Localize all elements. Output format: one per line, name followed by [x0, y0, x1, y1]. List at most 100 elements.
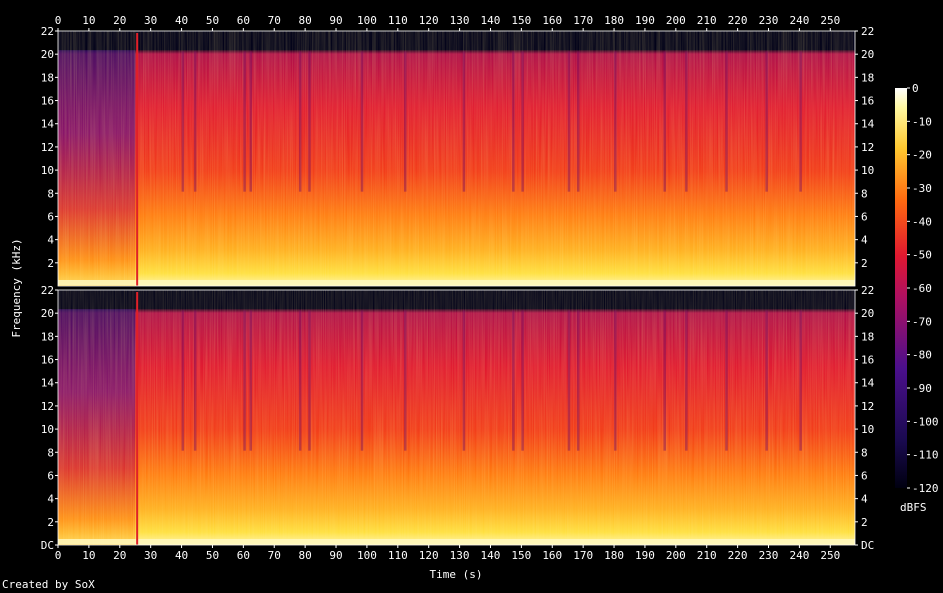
y-tick-label-left: 10 — [41, 423, 54, 436]
x-tick-label-bottom: 190 — [635, 549, 655, 562]
x-tick-label-top: 180 — [604, 14, 624, 27]
x-tick-label-bottom: 180 — [604, 549, 624, 562]
channel-1-spectrogram — [57, 30, 856, 287]
x-tick-label-top: 30 — [144, 14, 157, 27]
x-tick-label-bottom: 90 — [329, 549, 342, 562]
x-tick-label-top: 40 — [175, 14, 188, 27]
x-tick-label-top: 110 — [388, 14, 408, 27]
y-tick-label-right: 16 — [861, 354, 874, 367]
colorbar-tick-label: -120 — [912, 482, 939, 495]
x-tick-label-top: 240 — [789, 14, 809, 27]
y-tick-label-left: 20 — [41, 48, 54, 61]
x-tick-label-bottom: 160 — [542, 549, 562, 562]
x-tick-label-bottom: 150 — [511, 549, 531, 562]
x-tick-label-bottom: 110 — [388, 549, 408, 562]
y-tick-label-left: 4 — [47, 234, 54, 247]
y-tick-label-right: 14 — [861, 377, 875, 390]
x-tick-label-top: 60 — [237, 14, 250, 27]
y-tick-label-left: 14 — [41, 118, 55, 131]
colorbar-tick-label: -30 — [912, 182, 932, 195]
colorbar-tick-label: -90 — [912, 382, 932, 395]
y-tick-label-left: 14 — [41, 377, 55, 390]
y-tick-label-left: 10 — [41, 164, 54, 177]
y-tick-label-left: 6 — [47, 469, 54, 482]
colorbar-tick-label: -110 — [912, 449, 939, 462]
y-tick-label-right: 10 — [861, 423, 874, 436]
colorbar-tick-label: -70 — [912, 315, 932, 328]
y-tick-label-left: 8 — [47, 187, 54, 200]
x-tick-label-top: 80 — [299, 14, 312, 27]
colorbar-label: dBFS — [900, 501, 927, 514]
y-tick-label-right: 6 — [861, 469, 868, 482]
y-tick-label-left: 6 — [47, 210, 54, 223]
y-tick-label-right: 18 — [861, 330, 874, 343]
y-tick-label-right: 10 — [861, 164, 874, 177]
y-tick-label-right: 20 — [861, 307, 874, 320]
x-tick-label-bottom: 230 — [759, 549, 779, 562]
x-tick-label-top: 20 — [113, 14, 126, 27]
colorbar-tick-label: -20 — [912, 149, 932, 162]
x-tick-label-top: 90 — [329, 14, 342, 27]
colorbar-tick-label: 0 — [912, 82, 919, 95]
x-tick-label-bottom: 200 — [666, 549, 686, 562]
x-tick-label-top: 10 — [82, 14, 95, 27]
x-tick-label-bottom: 0 — [55, 549, 62, 562]
x-tick-label-top: 170 — [573, 14, 593, 27]
channel-2-spectrogram — [57, 289, 856, 546]
x-tick-label-bottom: 130 — [450, 549, 470, 562]
y-tick-label-left: 18 — [41, 330, 54, 343]
y-tick-label-right: DC — [861, 539, 874, 552]
x-tick-label-top: 120 — [419, 14, 439, 27]
y-tick-label-right: 18 — [861, 71, 874, 84]
x-tick-label-top: 200 — [666, 14, 686, 27]
x-tick-label-top: 190 — [635, 14, 655, 27]
y-tick-label-left: DC — [41, 539, 54, 552]
x-tick-label-bottom: 100 — [357, 549, 377, 562]
x-tick-label-bottom: 30 — [144, 549, 157, 562]
y-tick-label-right: 22 — [861, 284, 874, 297]
x-tick-label-bottom: 240 — [789, 549, 809, 562]
y-tick-label-left: 2 — [47, 257, 54, 270]
x-tick-label-top: 230 — [759, 14, 779, 27]
x-tick-label-top: 130 — [450, 14, 470, 27]
colorbar-tick-label: -80 — [912, 349, 932, 362]
y-tick-label-left: 16 — [41, 95, 54, 108]
x-tick-label-top: 220 — [728, 14, 748, 27]
y-tick-label-right: 8 — [861, 446, 868, 459]
x-tick-label-bottom: 40 — [175, 549, 188, 562]
y-tick-label-left: 4 — [47, 493, 54, 506]
x-tick-label-bottom: 80 — [299, 549, 312, 562]
x-tick-label-bottom: 70 — [268, 549, 281, 562]
colorbar-tick-label: -60 — [912, 282, 932, 295]
x-axis-label: Time (s) — [430, 568, 483, 581]
y-tick-label-right: 4 — [861, 493, 868, 506]
x-tick-label-top: 150 — [511, 14, 531, 27]
x-tick-label-top: 100 — [357, 14, 377, 27]
y-tick-label-left: 22 — [41, 25, 54, 38]
y-tick-label-right: 8 — [861, 187, 868, 200]
y-tick-label-left: 16 — [41, 354, 54, 367]
x-tick-label-bottom: 50 — [206, 549, 219, 562]
x-tick-label-bottom: 60 — [237, 549, 250, 562]
y-tick-label-right: 16 — [861, 95, 874, 108]
colorbar-tick-label: -40 — [912, 215, 932, 228]
y-tick-label-right: 6 — [861, 210, 868, 223]
x-tick-label-top: 0 — [55, 14, 62, 27]
y-tick-label-right: 12 — [861, 141, 874, 154]
colorbar-tick-label: -100 — [912, 415, 939, 428]
x-tick-label-bottom: 250 — [820, 549, 840, 562]
y-tick-label-left: 8 — [47, 446, 54, 459]
x-tick-label-bottom: 20 — [113, 549, 126, 562]
x-tick-label-top: 70 — [268, 14, 281, 27]
sox-credit: Created by SoX — [2, 578, 95, 591]
y-tick-label-right: 2 — [861, 257, 868, 270]
y-tick-label-left: 12 — [41, 141, 54, 154]
colorbar-tick-label: -50 — [912, 249, 932, 262]
colorbar-tick-label: -10 — [912, 115, 932, 128]
y-tick-label-right: 2 — [861, 516, 868, 529]
x-tick-label-bottom: 210 — [697, 549, 717, 562]
y-tick-label-left: 22 — [41, 284, 54, 297]
y-tick-label-right: 12 — [861, 400, 874, 413]
y-tick-label-right: 20 — [861, 48, 874, 61]
x-tick-label-top: 160 — [542, 14, 562, 27]
